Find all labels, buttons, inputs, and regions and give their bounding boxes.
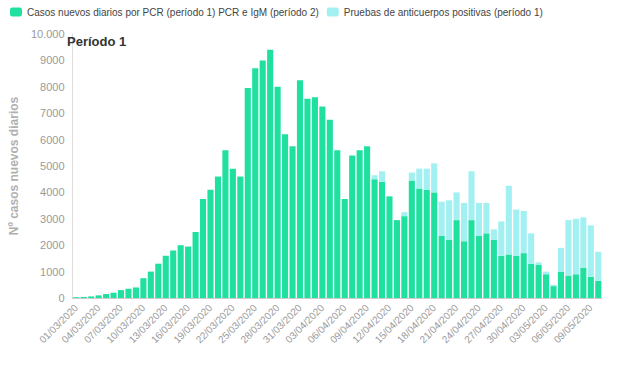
svg-text:Período 1: Período 1	[67, 34, 126, 49]
svg-text:04/03/2020: 04/03/2020	[59, 302, 103, 346]
svg-text:5000: 5000	[40, 160, 64, 172]
svg-text:4000: 4000	[40, 186, 64, 198]
svg-text:10.000: 10.000	[31, 28, 65, 40]
svg-text:24/04/2020: 24/04/2020	[439, 302, 483, 346]
svg-text:Nº casos nuevos diarios: Nº casos nuevos diarios	[7, 96, 21, 235]
svg-text:8000: 8000	[40, 81, 64, 93]
svg-text:21/04/2020: 21/04/2020	[417, 302, 461, 346]
svg-text:Casos nuevos diarios por PCR (: Casos nuevos diarios por PCR (período 1)…	[27, 7, 319, 18]
svg-text:7000: 7000	[40, 107, 64, 119]
svg-text:25/03/2020: 25/03/2020	[216, 302, 260, 346]
svg-text:19/03/2020: 19/03/2020	[171, 302, 215, 346]
svg-text:09/05/2020: 09/05/2020	[552, 302, 595, 345]
svg-text:06/04/2020: 06/04/2020	[305, 302, 349, 346]
svg-text:9000: 9000	[40, 54, 64, 66]
svg-text:3000: 3000	[40, 213, 64, 225]
svg-text:1000: 1000	[40, 266, 64, 278]
svg-text:09/04/2020: 09/04/2020	[327, 302, 371, 346]
svg-text:07/03/2020: 07/03/2020	[81, 302, 125, 346]
svg-text:18/04/2020: 18/04/2020	[395, 302, 439, 346]
svg-text:16/03/2020: 16/03/2020	[148, 302, 192, 346]
svg-text:10/03/2020: 10/03/2020	[104, 302, 148, 346]
svg-text:03/05/2020: 03/05/2020	[506, 302, 550, 346]
svg-text:0: 0	[58, 292, 64, 304]
svg-text:Pruebas de anticuerpos positiv: Pruebas de anticuerpos positivas (períod…	[344, 7, 543, 18]
svg-text:28/03/2020: 28/03/2020	[238, 302, 282, 346]
svg-text:15/04/2020: 15/04/2020	[372, 302, 416, 346]
svg-text:22/03/2020: 22/03/2020	[193, 302, 237, 346]
svg-text:01/03/2020: 01/03/2020	[37, 302, 81, 346]
svg-text:6000: 6000	[40, 134, 64, 146]
svg-text:27/04/2020: 27/04/2020	[462, 302, 506, 346]
svg-text:12/04/2020: 12/04/2020	[350, 302, 394, 346]
svg-text:2000: 2000	[40, 239, 64, 251]
svg-text:06/05/2020: 06/05/2020	[529, 302, 573, 346]
svg-text:03/04/2020: 03/04/2020	[283, 302, 327, 346]
svg-text:30/04/2020: 30/04/2020	[484, 302, 528, 346]
svg-text:13/03/2020: 13/03/2020	[126, 302, 170, 346]
svg-text:31/03/2020: 31/03/2020	[260, 302, 304, 346]
